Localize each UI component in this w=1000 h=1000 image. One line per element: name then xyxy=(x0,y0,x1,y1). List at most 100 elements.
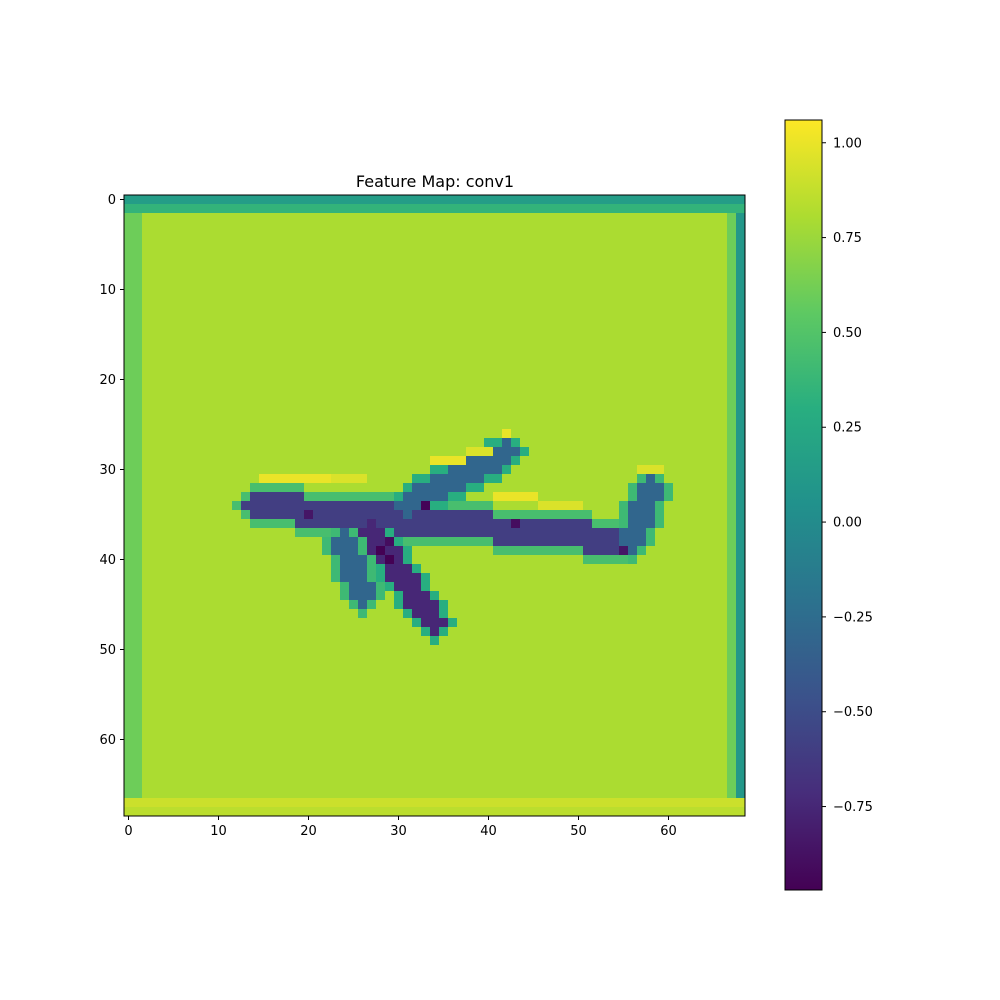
heatmap-cell xyxy=(682,753,692,763)
heatmap-cell xyxy=(286,726,296,736)
heatmap-cell xyxy=(439,627,449,637)
heatmap-cell xyxy=(142,654,152,664)
heatmap-cell xyxy=(547,564,557,574)
heatmap-cell xyxy=(331,564,341,574)
heatmap-cell xyxy=(448,564,458,574)
heatmap-cell xyxy=(475,429,485,439)
heatmap-cell xyxy=(151,483,161,493)
heatmap-cell xyxy=(664,213,674,223)
heatmap-cell xyxy=(250,222,260,232)
heatmap-cell xyxy=(412,573,422,583)
heatmap-cell xyxy=(736,726,746,736)
heatmap-cell xyxy=(412,204,422,214)
heatmap-cell xyxy=(331,744,341,754)
heatmap-cell xyxy=(682,312,692,322)
heatmap-cell xyxy=(214,744,224,754)
heatmap-cell xyxy=(448,285,458,295)
heatmap-cell xyxy=(556,798,566,808)
heatmap-cell xyxy=(358,501,368,511)
heatmap-cell xyxy=(412,546,422,556)
heatmap-cell xyxy=(367,582,377,592)
heatmap-cell xyxy=(430,591,440,601)
heatmap-cell xyxy=(133,447,143,457)
heatmap-cell xyxy=(349,258,359,268)
heatmap-cell xyxy=(313,771,323,781)
heatmap-cell xyxy=(142,366,152,376)
heatmap-cell xyxy=(502,645,512,655)
heatmap-cell xyxy=(385,627,395,637)
heatmap-cell xyxy=(700,519,710,529)
heatmap-cell xyxy=(232,528,242,538)
heatmap-cell xyxy=(322,465,332,475)
heatmap-cell xyxy=(160,735,170,745)
heatmap-cell xyxy=(178,483,188,493)
heatmap-cell xyxy=(340,564,350,574)
heatmap-cell xyxy=(538,735,548,745)
heatmap-cell xyxy=(637,636,647,646)
heatmap-cell xyxy=(691,285,701,295)
heatmap-cell xyxy=(286,483,296,493)
heatmap-cell xyxy=(709,555,719,565)
heatmap-cell xyxy=(313,654,323,664)
heatmap-cell xyxy=(619,402,629,412)
heatmap-cell xyxy=(214,393,224,403)
heatmap-cell xyxy=(133,780,143,790)
heatmap-cell xyxy=(196,393,206,403)
heatmap-cell xyxy=(133,294,143,304)
heatmap-cell xyxy=(124,780,134,790)
heatmap-cell xyxy=(538,456,548,466)
heatmap-cell xyxy=(727,672,737,682)
heatmap-cell xyxy=(691,258,701,268)
heatmap-cell xyxy=(376,582,386,592)
heatmap-cell xyxy=(709,699,719,709)
heatmap-cell xyxy=(439,528,449,538)
heatmap-cell xyxy=(664,249,674,259)
heatmap-cell xyxy=(556,312,566,322)
heatmap-cell xyxy=(529,627,539,637)
heatmap-cell xyxy=(331,681,341,691)
heatmap-cell xyxy=(169,573,179,583)
heatmap-cell xyxy=(394,213,404,223)
heatmap-cell xyxy=(709,195,719,205)
heatmap-cell xyxy=(466,447,476,457)
heatmap-cell xyxy=(259,438,269,448)
heatmap-cell xyxy=(268,204,278,214)
heatmap-cell xyxy=(403,708,413,718)
heatmap-cell xyxy=(349,600,359,610)
heatmap-cell xyxy=(700,384,710,394)
heatmap-cell xyxy=(259,276,269,286)
heatmap-cell xyxy=(538,636,548,646)
heatmap-cell xyxy=(286,591,296,601)
heatmap-cell xyxy=(358,213,368,223)
heatmap-cell xyxy=(520,780,530,790)
heatmap-cell xyxy=(448,609,458,619)
heatmap-cell xyxy=(592,456,602,466)
heatmap-cell xyxy=(133,456,143,466)
heatmap-cell xyxy=(547,393,557,403)
heatmap-cell xyxy=(349,717,359,727)
heatmap-cell xyxy=(277,591,287,601)
heatmap-cell xyxy=(160,627,170,637)
heatmap-cell xyxy=(178,294,188,304)
heatmap-cell xyxy=(691,384,701,394)
heatmap-cell xyxy=(187,519,197,529)
heatmap-cell xyxy=(520,204,530,214)
heatmap-cell xyxy=(610,204,620,214)
heatmap-cell xyxy=(223,294,233,304)
heatmap-cell xyxy=(547,528,557,538)
heatmap-cell xyxy=(628,654,638,664)
heatmap-cell xyxy=(556,726,566,736)
heatmap-cell xyxy=(421,591,431,601)
heatmap-cell xyxy=(691,330,701,340)
heatmap-cell xyxy=(349,411,359,421)
heatmap-cell xyxy=(322,375,332,385)
heatmap-cell xyxy=(349,636,359,646)
heatmap-cell xyxy=(223,582,233,592)
heatmap-cell xyxy=(448,771,458,781)
heatmap-cell xyxy=(421,474,431,484)
heatmap-cell xyxy=(214,438,224,448)
heatmap-cell xyxy=(736,717,746,727)
heatmap-cell xyxy=(475,438,485,448)
heatmap-cell xyxy=(196,780,206,790)
heatmap-cell xyxy=(628,303,638,313)
